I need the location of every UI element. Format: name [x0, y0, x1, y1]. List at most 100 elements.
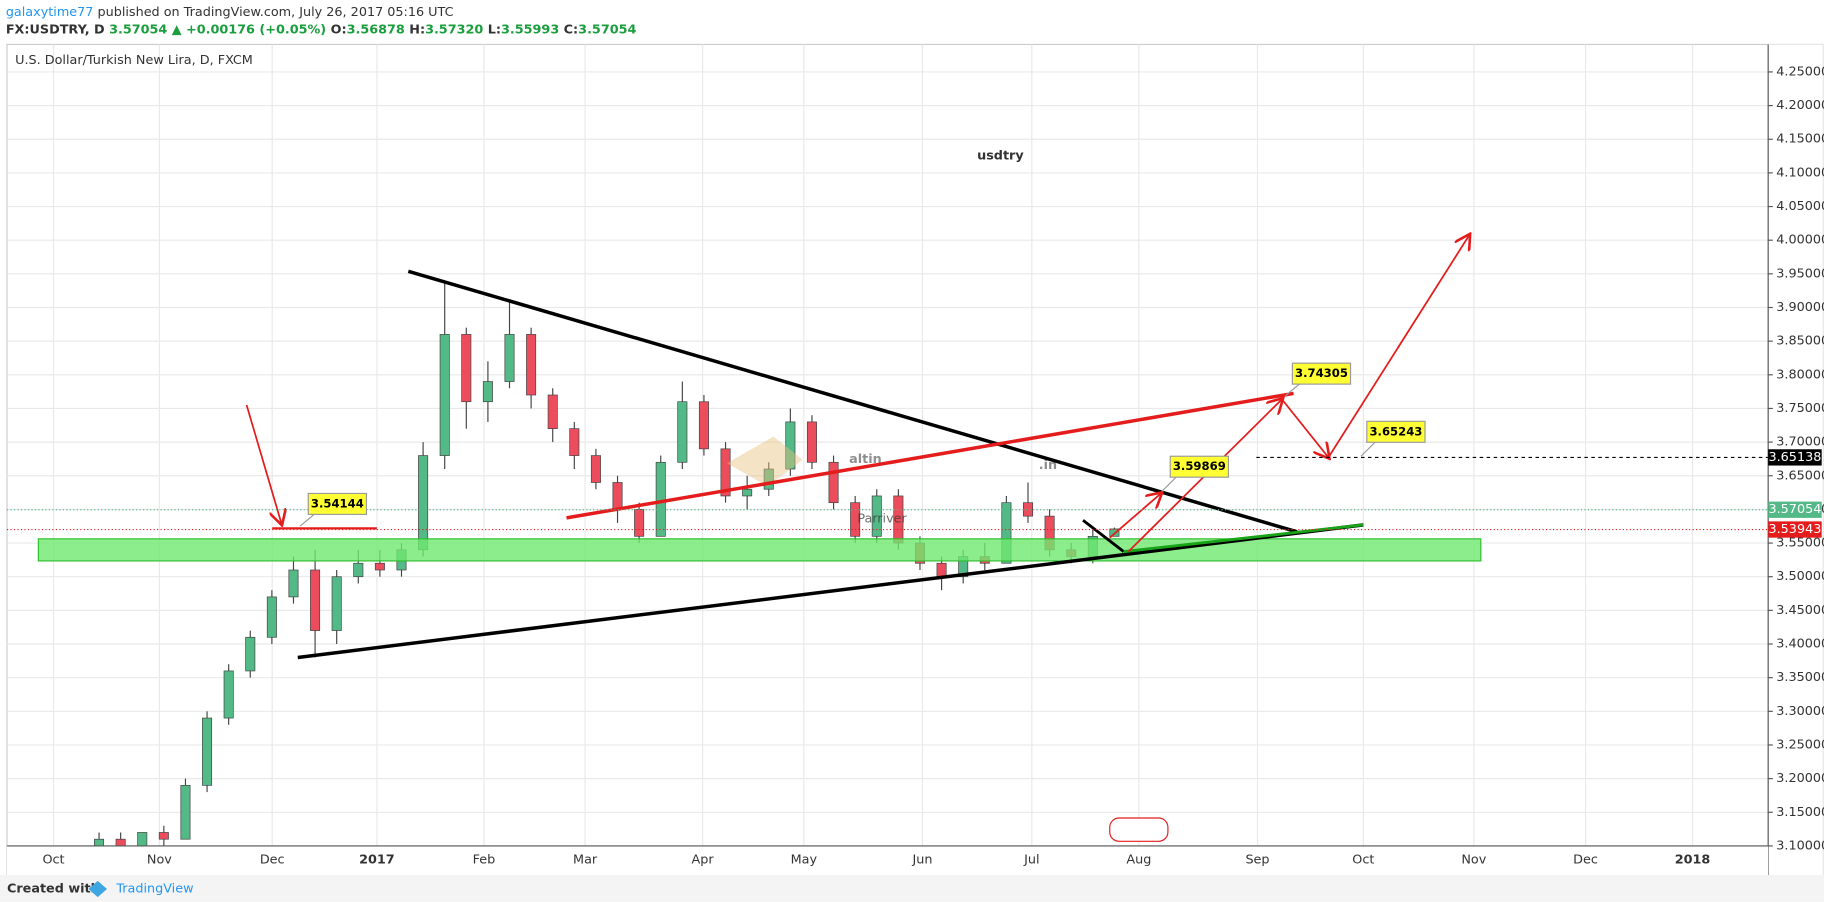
x-tick-label: Sep: [1245, 852, 1269, 867]
x-tick-label: Nov: [147, 852, 172, 867]
candle-body: [461, 334, 472, 403]
y-tick-label: 4.10000: [1776, 165, 1824, 180]
y-tick-label: 4.05000: [1776, 199, 1824, 214]
y-tick-label: 3.80000: [1776, 367, 1824, 382]
annotation-box: [307, 492, 368, 515]
candle-body: [158, 832, 169, 840]
x-tick-label: Jun: [911, 852, 932, 867]
trendline: [566, 391, 1294, 520]
annotation: 3.59869: [1173, 459, 1226, 473]
candle-body: [612, 482, 623, 510]
watermark-logo: [727, 436, 803, 487]
trendline: [1082, 519, 1125, 553]
y-tick-label: 3.75000: [1776, 401, 1824, 416]
y-tick-label: 3.30000: [1776, 704, 1824, 719]
candle-body: [266, 596, 277, 638]
l-value: 3.55993: [501, 22, 559, 37]
candle-body: [288, 569, 299, 598]
c-value: 3.57054: [578, 22, 636, 37]
y-tick-label: 3.25000: [1776, 737, 1824, 752]
callout-pointer: [1161, 476, 1177, 492]
o-label: O:: [331, 22, 347, 37]
header-line-2: FX:USDTRY, D 3.57054 ▲ +0.00176 (+0.05%)…: [6, 22, 637, 37]
trendline: [297, 523, 1364, 660]
h-value: 3.57320: [425, 22, 483, 37]
y-tick-label: 3.70000: [1776, 435, 1824, 450]
price-label-box: [1768, 501, 1822, 518]
chart-title: usdtry: [977, 149, 1024, 164]
x-tick-label: Aug: [1126, 852, 1151, 867]
callout-pointer: [1285, 383, 1300, 397]
candle-body: [634, 509, 645, 537]
candle-body: [245, 636, 256, 672]
chart-legend: U.S. Dollar/Turkish New Lira, D, FXCM: [15, 53, 253, 68]
support-zone: [37, 538, 1482, 562]
x-tick-label: Oct: [1352, 852, 1374, 867]
candle-body: [871, 495, 882, 537]
x-tick-label: Mar: [573, 852, 598, 867]
price-label: 3.53943: [1768, 522, 1821, 537]
y-tick-label: 4.20000: [1776, 98, 1824, 113]
price-label: 3.65138: [1768, 450, 1821, 465]
candle-body: [223, 670, 234, 719]
y-tick-label: 3.50000: [1776, 569, 1824, 584]
annotation-box: [1169, 455, 1229, 478]
x-tick-label: Nov: [1461, 852, 1486, 867]
event-icon[interactable]: [1109, 817, 1169, 842]
o-value: 3.56878: [347, 22, 405, 37]
y-tick-label: 3.90000: [1776, 300, 1824, 315]
y-tick-label: 3.20000: [1776, 771, 1824, 786]
candle-body: [1001, 502, 1012, 564]
y-tick-label: 3.35000: [1776, 670, 1824, 685]
h-label: H:: [409, 22, 425, 37]
x-tick-label: May: [791, 852, 818, 867]
x-tick-label: 2017: [359, 852, 395, 867]
y-tick-label: 4.15000: [1776, 132, 1824, 147]
candle-body: [547, 394, 558, 429]
callout-pointer: [299, 513, 315, 527]
candle-body: [828, 461, 839, 504]
x-tick-label: Oct: [42, 852, 64, 867]
candle-body: [742, 488, 753, 497]
y-tick-label: 3.95000: [1776, 266, 1824, 281]
candle-body: [202, 717, 213, 786]
price-label-box: [1768, 521, 1822, 538]
change: ▲ +0.00176 (+0.05%): [172, 22, 326, 37]
candle-body: [418, 455, 429, 551]
symbol: FX:USDTRY, D: [6, 22, 105, 37]
axis-labels: 3.10000 3.15000 3.20000 3.25000 3.30000 3.350…: [42, 64, 1824, 867]
time-axis: [6, 845, 1769, 876]
candle-body: [698, 401, 709, 450]
candle-body: [1022, 502, 1033, 517]
candle-body: [374, 562, 385, 571]
annotation-box: [1366, 420, 1426, 443]
candle-body: [439, 334, 450, 456]
annotation: 3.74305: [1295, 366, 1348, 380]
y-tick-label: 3.85000: [1776, 334, 1824, 349]
price-label-box: [1768, 449, 1822, 466]
arrow: [1281, 398, 1329, 457]
x-tick-label: Dec: [1573, 852, 1598, 867]
author[interactable]: galaxytime77: [6, 4, 94, 19]
candle-body: [806, 421, 817, 463]
y-tick-label: 3.10000: [1776, 838, 1824, 853]
x-tick-label: 2018: [1675, 852, 1711, 867]
published: published on TradingView.com, July 26, 2…: [98, 4, 454, 19]
y-tick-label: 4.25000: [1776, 64, 1824, 79]
candle-body: [353, 562, 364, 578]
candle-body: [504, 334, 515, 382]
candle-body: [655, 461, 666, 537]
tradingview-logo: [88, 880, 108, 898]
annotation: 3.65243: [1369, 424, 1422, 438]
y-tick-label: 3.65000: [1776, 468, 1824, 483]
header-line-1: galaxytime77 published on TradingView.co…: [6, 4, 454, 19]
x-tick-label: Dec: [260, 852, 285, 867]
footer-brand[interactable]: TradingView: [115, 881, 193, 896]
callout-pointer: [1360, 441, 1376, 457]
candle-body: [720, 448, 731, 497]
candle-body: [569, 428, 580, 456]
watermark-sub: Parriver: [857, 512, 907, 527]
candle-body: [590, 455, 601, 483]
candle-body: [850, 502, 861, 537]
